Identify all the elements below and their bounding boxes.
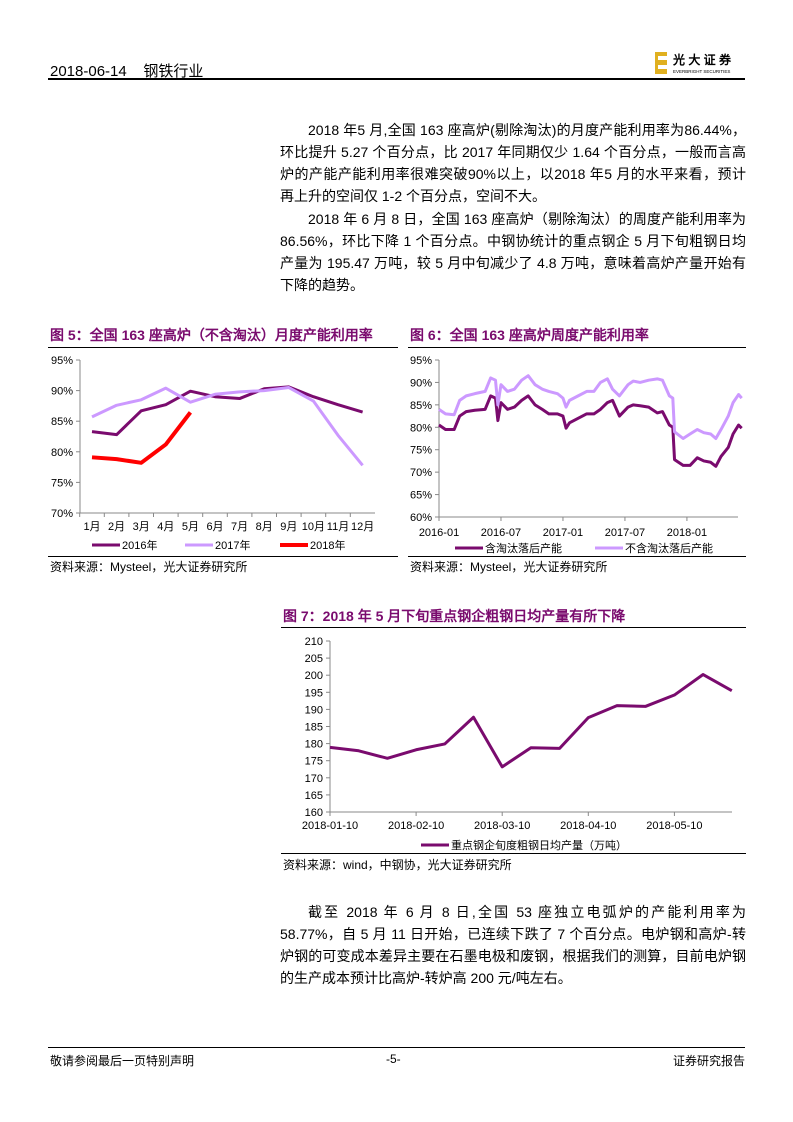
legend-label: 重点钢企旬度粗钢日均产量（万吨） [451, 838, 627, 852]
header-rule [48, 78, 745, 80]
svg-text:光 大 证 券: 光 大 证 券 [672, 52, 732, 67]
footer-disclaimer: 敬请参阅最后一页特别声明 [50, 1054, 195, 1068]
y-tick-label: 160 [305, 807, 323, 819]
footer-rule [48, 1047, 745, 1048]
header-date-industry: 2018-06-14 钢铁行业 [50, 60, 203, 81]
y-tick-label: 90% [410, 377, 432, 389]
y-tick-label: 165 [305, 790, 323, 802]
figure-7-title: 图 7：2018 年 5 月下旬重点钢企粗钢日均产量有所下降 [283, 608, 626, 624]
series-line-2018年 [91, 411, 192, 465]
y-tick-label: 80% [51, 447, 73, 459]
y-tick-label: 70% [410, 467, 432, 479]
x-tick-label: 10月 [302, 521, 325, 533]
figure-7-rule [281, 627, 746, 628]
y-tick-label: 75% [410, 445, 432, 457]
x-tick-label: 2018-01 [667, 527, 707, 539]
legend-label: 含淘汰落后产能 [485, 541, 562, 555]
footer-report-type: 证券研究报告 [672, 1054, 745, 1068]
x-tick-label: 2016-07 [481, 527, 521, 539]
series-line-2017年 [91, 386, 364, 467]
x-tick-label: 2017-01 [543, 527, 583, 539]
figure-6-title: 图 6：全国 163 座高炉周度产能利用率 [410, 327, 649, 343]
page-number: -5- [386, 1052, 401, 1066]
figure-6-rule [408, 347, 746, 348]
figure-6-source-rule [408, 556, 746, 557]
y-tick-label: 95% [410, 355, 432, 367]
legend-label: 不含淘汰落后产能 [625, 541, 713, 555]
legend-label: 2018年 [310, 538, 345, 552]
figure-5-title: 图 5：全国 163 座高炉（不含淘汰）月度产能利用率 [50, 327, 373, 343]
legend-label: 2016年 [122, 538, 157, 552]
series-line-2016年 [91, 385, 364, 437]
y-tick-label: 180 [305, 739, 323, 751]
x-tick-label: 7月 [231, 521, 248, 533]
y-tick-label: 90% [51, 386, 73, 398]
x-tick-label: 9月 [280, 521, 297, 533]
paragraph-1: 2018 年5 月,全国 163 座高炉(剔除淘汰)的月度产能利用率为86.44… [280, 122, 746, 204]
series-line-不含淘汰落后产能 [438, 374, 743, 440]
y-tick-label: 190 [305, 704, 323, 716]
y-tick-label: 75% [51, 477, 73, 489]
x-tick-label: 1月 [83, 521, 100, 533]
series-line-重点钢企旬度粗钢日均产量（万吨） [329, 673, 733, 769]
x-tick-label: 2018-03-10 [474, 820, 530, 832]
y-tick-label: 185 [305, 722, 323, 734]
x-tick-label: 2018-01-10 [302, 820, 358, 832]
y-tick-label: 60% [410, 512, 432, 524]
x-tick-label: 2016-01 [419, 527, 459, 539]
x-tick-label: 2018-02-10 [388, 820, 444, 832]
x-tick-label: 8月 [256, 521, 273, 533]
x-tick-label: 3月 [133, 521, 150, 533]
figure-6-source: 资料来源：Mysteel，光大证券研究所 [410, 560, 608, 574]
x-tick-label: 2月 [108, 521, 125, 533]
y-tick-label: 65% [410, 490, 432, 502]
x-tick-label: 5月 [182, 521, 199, 533]
figure-7-source: 资料来源：wind，中钢协，光大证券研究所 [283, 858, 512, 872]
y-tick-label: 195 [305, 687, 323, 699]
figure-5-source: 资料来源：Mysteel，光大证券研究所 [50, 560, 248, 574]
y-tick-label: 70% [51, 508, 73, 520]
figure-7-source-rule [281, 853, 746, 854]
y-tick-label: 205 [305, 653, 323, 665]
everbright-logo: 光 大 证 券 EVERBRIGHT SECURITIES [655, 50, 747, 76]
y-tick-label: 95% [51, 355, 73, 367]
header-industry: 钢铁行业 [143, 63, 204, 80]
y-tick-label: 85% [410, 400, 432, 412]
y-tick-label: 175 [305, 756, 323, 768]
x-tick-label: 12月 [351, 521, 374, 533]
paragraph-3: 截至 2018 年 6 月 8 日,全国 53 座独立电弧炉的产能利用率为 58… [280, 904, 746, 986]
figure-5-source-rule [48, 556, 398, 557]
y-tick-label: 85% [51, 416, 73, 428]
x-tick-label: 2018-05-10 [646, 820, 702, 832]
x-tick-label: 4月 [157, 521, 174, 533]
x-tick-label: 11月 [327, 521, 349, 533]
y-tick-label: 80% [410, 422, 432, 434]
svg-text:EVERBRIGHT SECURITIES: EVERBRIGHT SECURITIES [673, 69, 730, 74]
x-tick-label: 6月 [206, 521, 223, 533]
y-tick-label: 170 [305, 773, 323, 785]
header-date: 2018-06-14 [50, 63, 127, 80]
y-tick-label: 200 [305, 670, 323, 682]
y-tick-label: 210 [305, 636, 323, 648]
x-tick-label: 2017-07 [605, 527, 645, 539]
figure-5-rule [48, 347, 398, 348]
paragraph-2: 2018 年 6 月 8 日，全国 163 座高炉（剔除淘汰）的周度产能利用率为… [280, 211, 746, 293]
x-tick-label: 2018-04-10 [560, 820, 616, 832]
legend-label: 2017年 [215, 538, 250, 552]
